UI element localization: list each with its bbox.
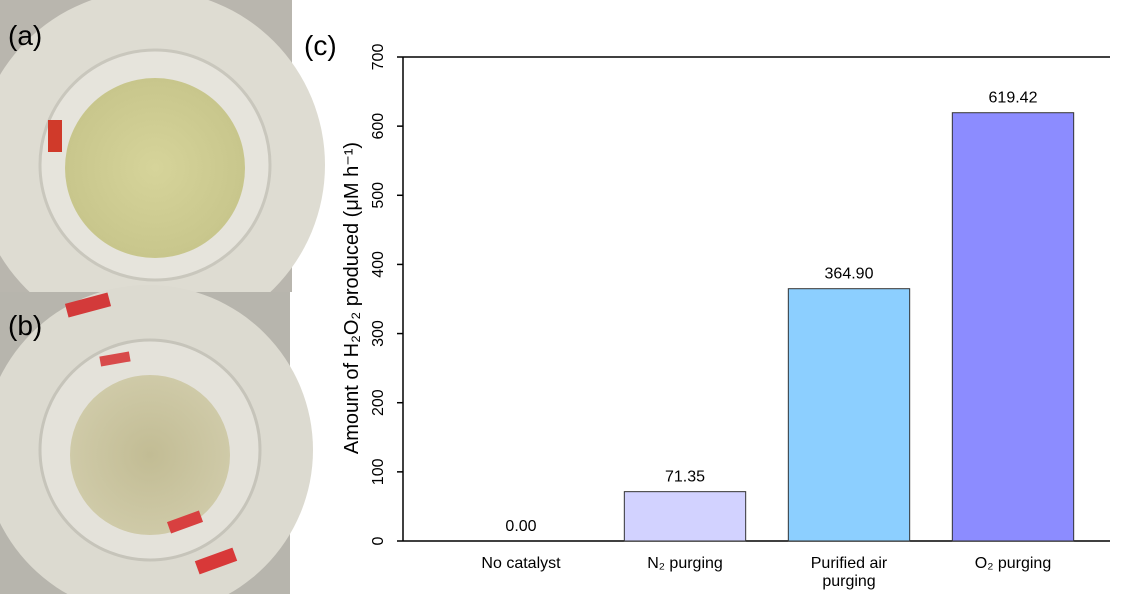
y-axis-label: Amount of H₂O₂ produced (μM h⁻¹) xyxy=(341,142,363,454)
y-tick-label: 500 xyxy=(370,182,387,209)
x-tick-label: O₂ purging xyxy=(975,555,1051,572)
x-tick-label: Purified air purging xyxy=(811,555,888,590)
panel-label: (c) xyxy=(304,30,337,61)
panel-label: (b) xyxy=(8,310,42,341)
y-tick-label: 0 xyxy=(370,536,387,545)
bar xyxy=(787,288,911,542)
x-tick-label: N₂ purging xyxy=(647,555,723,572)
y-tick-label: 400 xyxy=(370,251,387,278)
value-label: 71.35 xyxy=(665,469,705,486)
x-tick-label-line: purging xyxy=(822,573,875,590)
value-label: 364.90 xyxy=(825,266,874,283)
y-tick-label: 700 xyxy=(370,44,387,71)
value-label: 0.00 xyxy=(505,518,536,535)
photo-b xyxy=(0,285,313,594)
bar xyxy=(951,112,1075,542)
panel-label: (a) xyxy=(8,20,42,51)
x-tick-label-line: Purified air xyxy=(811,555,888,572)
x-tick-label: No catalyst xyxy=(481,555,561,572)
y-tick-label: 100 xyxy=(370,458,387,485)
y-tick-label: 300 xyxy=(370,320,387,347)
value-label: 619.42 xyxy=(989,90,1038,107)
y-tick-label: 200 xyxy=(370,389,387,416)
bar xyxy=(623,491,747,542)
photo-a xyxy=(0,0,325,340)
y-tick-label: 600 xyxy=(370,113,387,140)
